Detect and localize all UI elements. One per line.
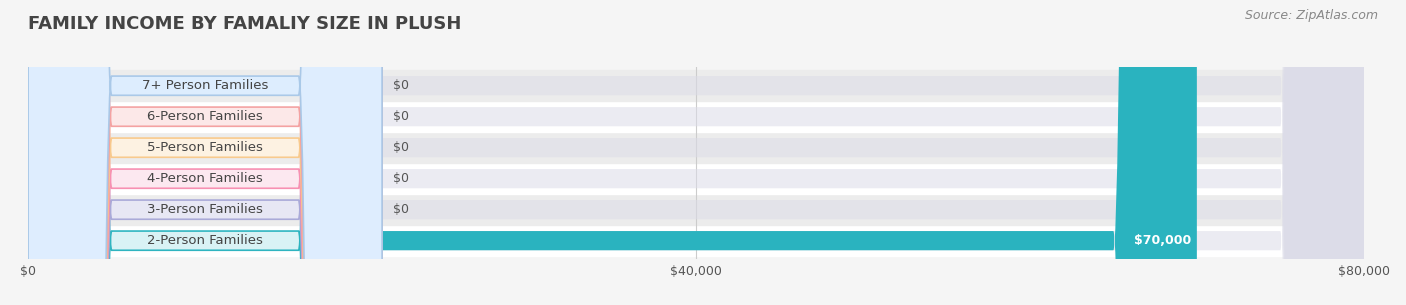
FancyBboxPatch shape	[28, 0, 382, 305]
FancyBboxPatch shape	[28, 0, 1197, 305]
Text: 6-Person Families: 6-Person Families	[148, 110, 263, 123]
FancyBboxPatch shape	[28, 0, 1364, 305]
Text: $0: $0	[392, 79, 409, 92]
Text: 3-Person Families: 3-Person Families	[148, 203, 263, 216]
Bar	[28, 194, 1364, 225]
FancyBboxPatch shape	[28, 0, 1364, 305]
FancyBboxPatch shape	[28, 0, 1364, 305]
FancyBboxPatch shape	[28, 0, 1364, 305]
FancyBboxPatch shape	[28, 0, 382, 305]
Text: 7+ Person Families: 7+ Person Families	[142, 79, 269, 92]
Bar	[28, 101, 1364, 132]
Bar	[28, 163, 1364, 194]
Text: 4-Person Families: 4-Person Families	[148, 172, 263, 185]
Text: $0: $0	[392, 141, 409, 154]
FancyBboxPatch shape	[28, 0, 1364, 305]
Text: 2-Person Families: 2-Person Families	[148, 234, 263, 247]
Text: $0: $0	[392, 172, 409, 185]
FancyBboxPatch shape	[28, 0, 382, 305]
FancyBboxPatch shape	[28, 0, 1364, 305]
FancyBboxPatch shape	[28, 0, 382, 305]
Text: Source: ZipAtlas.com: Source: ZipAtlas.com	[1244, 9, 1378, 22]
FancyBboxPatch shape	[28, 0, 382, 305]
Text: 5-Person Families: 5-Person Families	[148, 141, 263, 154]
Text: FAMILY INCOME BY FAMALIY SIZE IN PLUSH: FAMILY INCOME BY FAMALIY SIZE IN PLUSH	[28, 15, 461, 33]
Bar	[28, 70, 1364, 101]
Text: $70,000: $70,000	[1135, 234, 1191, 247]
Bar	[28, 225, 1364, 256]
Bar	[28, 132, 1364, 163]
Text: $0: $0	[392, 110, 409, 123]
FancyBboxPatch shape	[28, 0, 382, 305]
Text: $0: $0	[392, 203, 409, 216]
